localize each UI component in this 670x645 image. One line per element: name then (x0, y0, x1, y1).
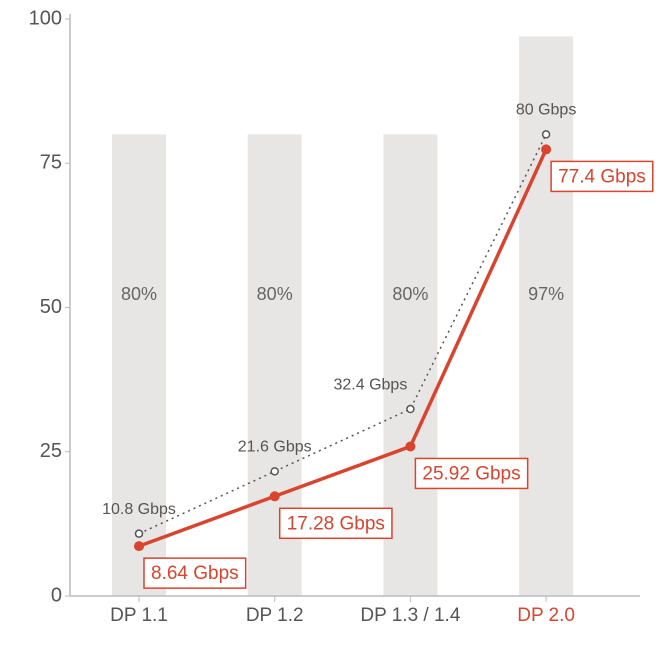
raw-point (270, 467, 279, 476)
x-tick-label: DP 1.3 / 1.4 (360, 605, 460, 626)
effective-label: 8.64 Gbps (151, 563, 239, 584)
bar-label: 80% (392, 284, 428, 304)
y-tick-label: 75 (40, 152, 62, 174)
x-tick-label: DP 1.1 (110, 605, 168, 626)
effective-label: 17.28 Gbps (287, 513, 385, 534)
effective-label-box (414, 457, 529, 490)
x-tick-label: DP 2.0 (517, 605, 575, 626)
bar (519, 36, 574, 597)
effective-point (405, 441, 416, 452)
y-tick-label: 25 (40, 440, 62, 462)
y-tick-label: 100 (29, 7, 62, 29)
x-tick-label: DP 1.2 (246, 605, 304, 626)
raw-point (134, 529, 144, 538)
raw-point (541, 130, 551, 139)
bar-label: 97% (528, 284, 564, 304)
raw-point (406, 404, 415, 414)
effective-label-box (550, 160, 654, 193)
effective-bandwidth-line (138, 148, 548, 548)
raw-label: 32.4 Gbps (333, 376, 407, 393)
bar (112, 134, 166, 596)
y-tick-label: 50 (40, 296, 62, 318)
effective-label: 77.4 Gbps (558, 166, 646, 187)
raw-label: 80 Gbps (516, 102, 576, 119)
raw-bandwidth-line (138, 134, 547, 535)
y-tick-label: 0 (51, 584, 62, 606)
raw-label: 21.6 Gbps (238, 439, 312, 456)
effective-label-box (278, 507, 393, 540)
bar-label: 80% (257, 284, 293, 304)
bar-label: 80% (121, 284, 157, 304)
effective-label-box (143, 557, 247, 589)
effective-label: 25.92 Gbps (422, 463, 520, 484)
effective-point (269, 491, 280, 502)
raw-label: 10.8 Gbps (102, 501, 176, 518)
effective-point (134, 541, 144, 552)
effective-point (541, 144, 552, 155)
